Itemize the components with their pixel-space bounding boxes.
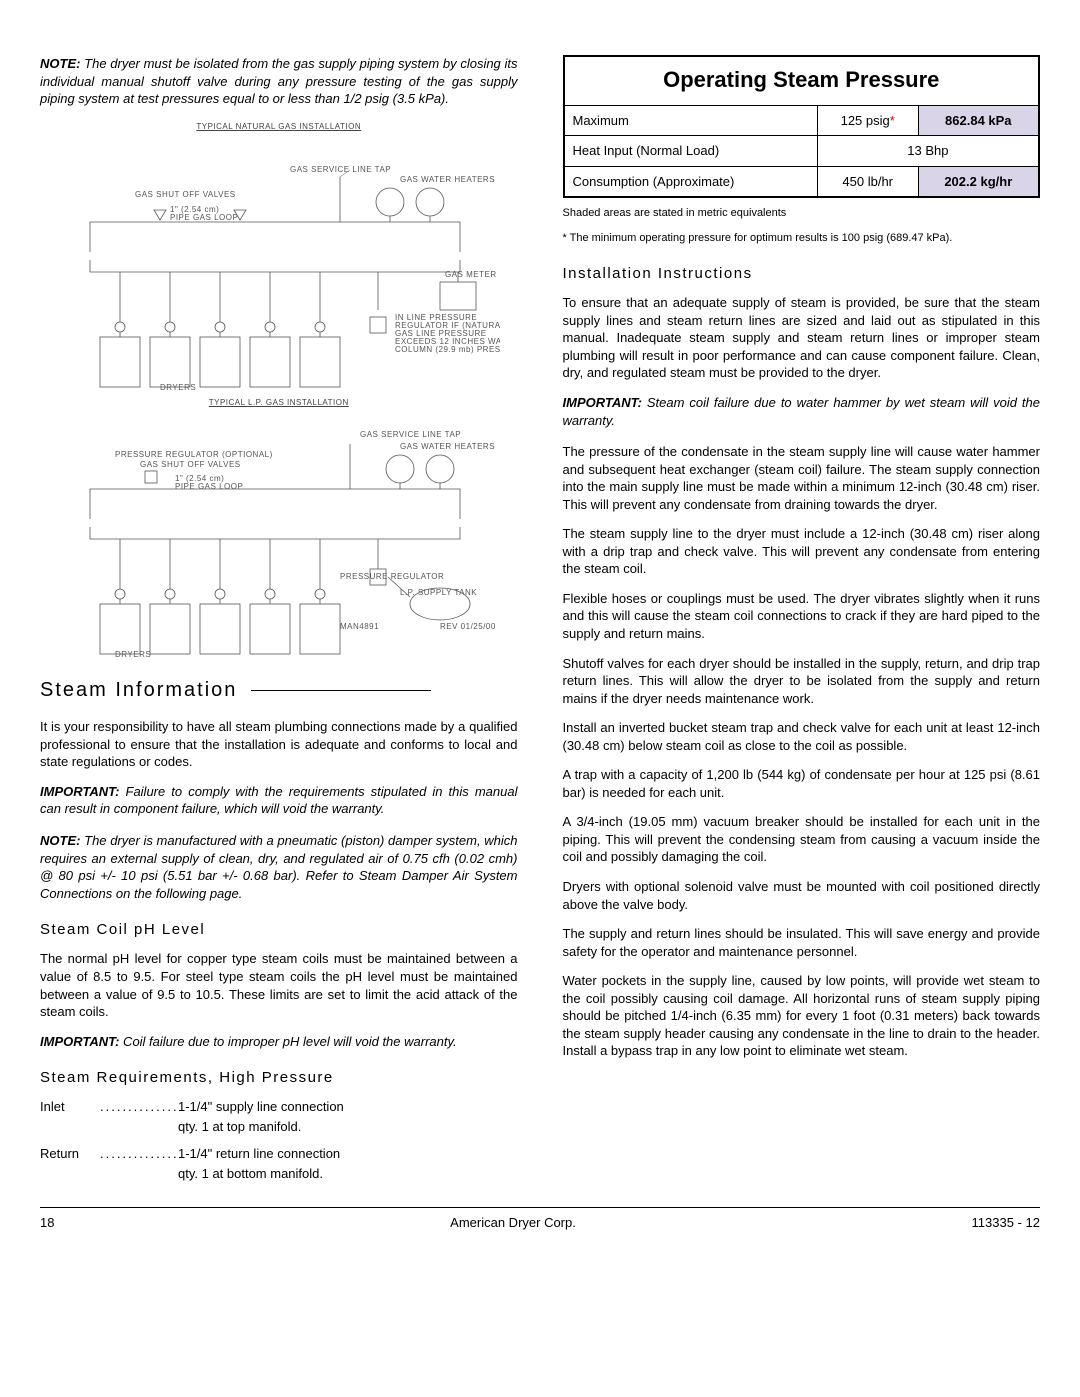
section-title-text: Steam Information <box>40 677 237 704</box>
para-install-4: Flexible hoses or couplings must be used… <box>563 590 1041 643</box>
req-dots: ................ <box>100 1098 178 1116</box>
cell-heat-label: Heat Input (Normal Load) <box>564 136 818 167</box>
svg-text:DRYERS: DRYERS <box>160 383 196 392</box>
svg-text:PRESSURE REGULATOR (OPTIONAL): PRESSURE REGULATOR (OPTIONAL) <box>115 450 273 459</box>
table-row: Maximum 125 psig* 862.84 kPa <box>564 105 1040 136</box>
note-isolate-dryer: NOTE: The dryer must be isolated from th… <box>40 55 518 108</box>
note-pneumatic: NOTE: The dryer is manufactured with a p… <box>40 832 518 902</box>
req-return: Return ................ 1-1/4" return li… <box>40 1145 518 1163</box>
para-install-1: To ensure that an adequate supply of ste… <box>563 294 1041 382</box>
cell-max-kpa: 862.84 kPa <box>918 105 1039 136</box>
svg-text:GAS METER: GAS METER <box>445 270 497 279</box>
table-row: Heat Input (Normal Load) 13 Bhp <box>564 136 1040 167</box>
svg-text:MAN4891: MAN4891 <box>340 622 379 631</box>
para-responsibility: It is your responsibility to have all st… <box>40 718 518 771</box>
steam-pressure-table: Operating Steam Pressure Maximum 125 psi… <box>563 55 1041 198</box>
cell-max-label: Maximum <box>564 105 818 136</box>
right-column: Operating Steam Pressure Maximum 125 psi… <box>563 55 1041 1193</box>
diagram2-title: TYPICAL L.P. GAS INSTALLATION <box>40 398 518 409</box>
important-label: IMPORTANT: <box>563 395 642 410</box>
subtitle-install: Installation Instructions <box>563 264 1041 284</box>
important-label: IMPORTANT: <box>40 784 119 799</box>
req-inlet: Inlet ................ 1-1/4" supply lin… <box>40 1098 518 1116</box>
page-footer: 18 American Dryer Corp. 113335 - 12 <box>40 1207 1040 1232</box>
para-install-5: Shutoff valves for each dryer should be … <box>563 655 1041 708</box>
req-inlet-label: Inlet <box>40 1098 100 1116</box>
subtitle-req: Steam Requirements, High Pressure <box>40 1068 518 1088</box>
svg-text:REV 01/25/00: REV 01/25/00 <box>440 622 496 631</box>
svg-text:PIPE GAS LOOP: PIPE GAS LOOP <box>170 213 238 222</box>
req-return-label: Return <box>40 1145 100 1163</box>
req-return-val: 1-1/4" return line connection <box>178 1145 340 1163</box>
para-install-3: The steam supply line to the dryer must … <box>563 525 1041 578</box>
svg-text:COLUMN (29.9 mb) PRESSURE: COLUMN (29.9 mb) PRESSURE <box>395 345 500 354</box>
cell-cons-label: Consumption (Approximate) <box>564 166 818 197</box>
section-rule <box>251 690 431 691</box>
para-ph: The normal pH level for copper type stea… <box>40 950 518 1020</box>
cell-cons-kghr: 202.2 kg/hr <box>918 166 1039 197</box>
table-title: Operating Steam Pressure <box>564 56 1040 105</box>
note-label: NOTE: <box>40 56 80 71</box>
important-waterhammer: IMPORTANT: Steam coil failure due to wat… <box>563 394 1041 429</box>
cell-max-psig: 125 psig* <box>817 105 918 136</box>
req-return-sub: qty. 1 at bottom manifold. <box>178 1165 518 1183</box>
svg-text:GAS SHUT OFF VALVES: GAS SHUT OFF VALVES <box>140 460 241 469</box>
page-columns: NOTE: The dryer must be isolated from th… <box>40 55 1040 1193</box>
req-inlet-val: 1-1/4" supply line connection <box>178 1098 344 1116</box>
footer-docno: 113335 - 12 <box>972 1214 1040 1232</box>
svg-text:GAS SHUT OFF VALVES: GAS SHUT OFF VALVES <box>135 190 236 199</box>
diagram1-title: TYPICAL NATURAL GAS INSTALLATION <box>40 122 518 133</box>
diagram1-svg: GAS SERVICE LINE TAP GAS SHUT OFF VALVES… <box>40 142 500 392</box>
svg-text:GAS WATER HEATERS: GAS WATER HEATERS <box>400 442 495 451</box>
svg-text:PIPE GAS LOOP: PIPE GAS LOOP <box>175 482 243 491</box>
para-install-8: A 3/4-inch (19.05 mm) vacuum breaker sho… <box>563 813 1041 866</box>
subtitle-ph: Steam Coil pH Level <box>40 920 518 940</box>
para-install-6: Install an inverted bucket steam trap an… <box>563 719 1041 754</box>
footer-page: 18 <box>40 1214 54 1232</box>
note-label: NOTE: <box>40 833 80 848</box>
svg-text:GAS SERVICE LINE TAP: GAS SERVICE LINE TAP <box>360 430 461 439</box>
important-text: Coil failure due to improper pH level wi… <box>119 1034 456 1049</box>
important-comply: IMPORTANT: Failure to comply with the re… <box>40 783 518 818</box>
diagram2-svg: GAS SERVICE LINE TAP PRESSURE REGULATOR … <box>40 419 500 659</box>
table-footnote-star: * The minimum operating pressure for opt… <box>563 231 1041 246</box>
cell-cons-lbhr: 450 lb/hr <box>817 166 918 197</box>
svg-text:GAS SERVICE LINE TAP: GAS SERVICE LINE TAP <box>290 165 391 174</box>
svg-text:PRESSURE REGULATOR: PRESSURE REGULATOR <box>340 572 444 581</box>
section-steam-info: Steam Information <box>40 677 518 704</box>
important-ph: IMPORTANT: Coil failure due to improper … <box>40 1033 518 1051</box>
req-dots: ................ <box>100 1145 178 1163</box>
para-install-10: The supply and return lines should be in… <box>563 925 1041 960</box>
note-text: The dryer must be isolated from the gas … <box>40 56 518 106</box>
left-column: NOTE: The dryer must be isolated from th… <box>40 55 518 1193</box>
para-install-2: The pressure of the condensate in the st… <box>563 443 1041 513</box>
para-install-9: Dryers with optional solenoid valve must… <box>563 878 1041 913</box>
footer-company: American Dryer Corp. <box>450 1214 576 1232</box>
important-label: IMPORTANT: <box>40 1034 119 1049</box>
table-footnote-shaded: Shaded areas are stated in metric equiva… <box>563 206 1041 221</box>
para-install-11: Water pockets in the supply line, caused… <box>563 972 1041 1060</box>
svg-text:DRYERS: DRYERS <box>115 650 151 659</box>
diagram-nat-gas: TYPICAL NATURAL GAS INSTALLATION <box>40 122 518 660</box>
req-inlet-sub: qty. 1 at top manifold. <box>178 1118 518 1136</box>
note-text: The dryer is manufactured with a pneumat… <box>40 833 518 901</box>
table-row: Consumption (Approximate) 450 lb/hr 202.… <box>564 166 1040 197</box>
cell-heat-val: 13 Bhp <box>817 136 1039 167</box>
para-install-7: A trap with a capacity of 1,200 lb (544 … <box>563 766 1041 801</box>
svg-text:L.P. SUPPLY TANK: L.P. SUPPLY TANK <box>400 588 477 597</box>
svg-text:GAS WATER HEATERS: GAS WATER HEATERS <box>400 175 495 184</box>
